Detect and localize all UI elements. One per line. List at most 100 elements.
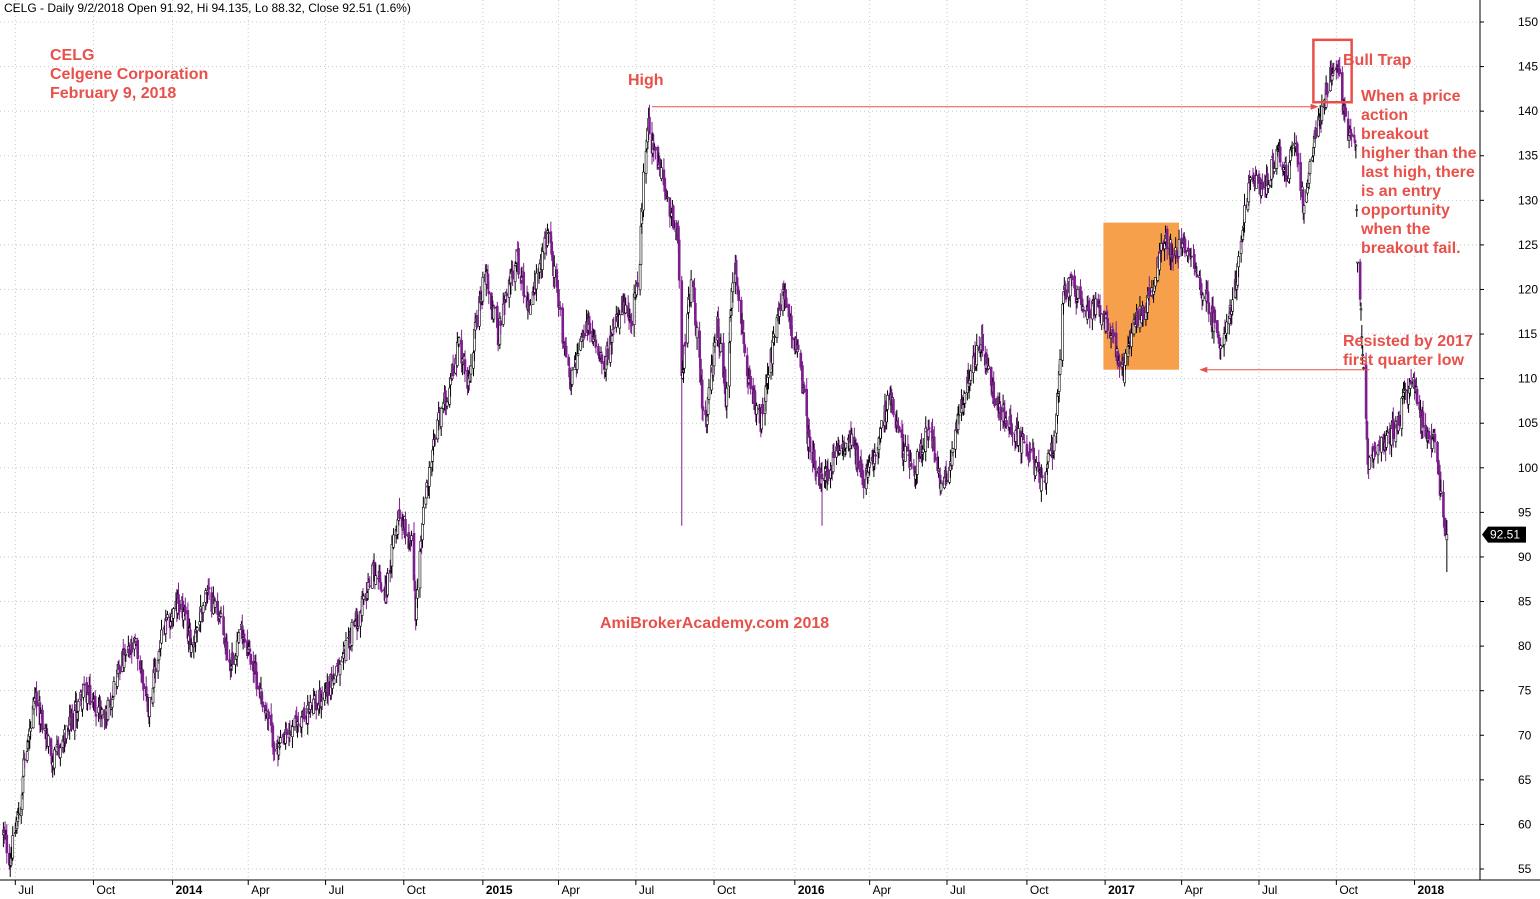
candle-body — [463, 359, 467, 372]
candle-body — [195, 627, 199, 632]
candle-body — [1022, 434, 1025, 439]
candle-body — [699, 358, 702, 383]
candle-body — [493, 306, 497, 309]
candle-body — [785, 297, 788, 308]
candle-body — [701, 406, 705, 411]
x-tick-label: Oct — [407, 883, 426, 897]
candle-body — [728, 317, 732, 342]
candle-body — [1296, 152, 1300, 165]
candle-body — [371, 564, 374, 589]
candle-body — [1085, 306, 1089, 320]
candle-body — [362, 595, 366, 600]
candle-body — [1368, 456, 1371, 470]
y-tick-label: 105 — [1518, 416, 1538, 430]
candle-body — [954, 429, 957, 450]
x-tick-label: 2016 — [798, 883, 825, 897]
candle-body — [424, 497, 428, 505]
candle-body — [745, 355, 749, 377]
candle-body — [790, 336, 794, 341]
y-tick-label: 95 — [1518, 505, 1532, 519]
candle-body — [47, 735, 50, 747]
candle-body — [243, 638, 247, 643]
resisted-label-line: Resisted by 2017 — [1343, 333, 1473, 350]
candle-body — [555, 269, 559, 288]
candle-body — [1153, 277, 1157, 287]
candle-body — [933, 453, 937, 461]
candle-body — [1362, 367, 1365, 369]
candle-body — [610, 335, 614, 343]
candle-body — [25, 751, 29, 761]
candle-body — [951, 448, 955, 453]
candle-body — [1436, 442, 1439, 463]
candle-body — [404, 518, 407, 537]
candle-body — [915, 451, 919, 475]
info-symbol: CELG — [50, 47, 94, 64]
candle-body — [1130, 332, 1133, 347]
candle-body — [511, 270, 514, 280]
candle-body — [492, 305, 496, 320]
candle-body — [564, 345, 568, 358]
candle-body — [648, 116, 651, 134]
candle-body — [898, 426, 901, 433]
candle-body — [576, 353, 580, 356]
candle-body — [1365, 421, 1369, 440]
candle-body — [451, 365, 455, 377]
candle-body — [76, 701, 80, 712]
candle-body — [644, 150, 648, 174]
candle-body — [261, 701, 264, 708]
candle-body — [1136, 310, 1139, 326]
candle-body — [386, 573, 389, 596]
candle-body — [551, 251, 554, 262]
candle-body — [1112, 332, 1115, 337]
candle-body — [157, 651, 161, 661]
candle-body — [308, 702, 312, 710]
candle-body — [1421, 411, 1425, 428]
y-tick-label: 145 — [1518, 60, 1538, 74]
candle-body — [418, 550, 422, 589]
candle-body — [136, 640, 140, 660]
candle-body — [993, 398, 996, 407]
candle-body — [1374, 451, 1377, 455]
candle-body — [350, 621, 354, 646]
candle-body — [1272, 168, 1276, 172]
x-tick-label: 2014 — [176, 883, 203, 897]
bull-trap-note-line: higher than the — [1361, 145, 1477, 162]
candle-body — [767, 374, 770, 378]
candle-body — [1132, 319, 1136, 335]
candle-body — [1165, 228, 1169, 250]
candle-body — [172, 608, 175, 619]
candle-body — [535, 272, 538, 290]
candle-body — [5, 834, 9, 854]
candle-body — [695, 327, 699, 339]
bull-trap-label: Bull Trap — [1343, 52, 1412, 69]
candle-body — [781, 289, 785, 312]
candle-body — [1431, 438, 1434, 449]
bull-trap-box — [1312, 38, 1353, 104]
candle-body — [1106, 318, 1109, 331]
candle-body — [29, 727, 32, 732]
candle-body — [593, 334, 597, 339]
candle-body — [82, 683, 86, 686]
candle-body — [1270, 159, 1274, 180]
y-tick-label: 120 — [1518, 282, 1538, 296]
candle-body — [1082, 309, 1086, 312]
candle-body — [421, 523, 424, 541]
ticker-header: CELG - Daily 9/2/2018 Open 91.92, Hi 94.… — [4, 1, 411, 15]
candle-body — [368, 585, 372, 587]
x-tick-label: 2018 — [1418, 883, 1445, 897]
candle-body — [1445, 534, 1449, 541]
candle-body — [886, 395, 889, 410]
candle-body — [1442, 491, 1445, 518]
candle-body — [231, 652, 235, 665]
candle-body — [178, 600, 181, 613]
y-tick-label: 55 — [1518, 862, 1532, 876]
annotation-lines — [652, 38, 1370, 373]
candle-body — [945, 480, 949, 482]
candle-body — [957, 414, 961, 417]
candle-body — [100, 709, 104, 716]
y-tick-label: 60 — [1518, 817, 1532, 831]
candle-body — [505, 293, 508, 297]
candle-body — [235, 640, 239, 657]
candle-body — [110, 698, 114, 708]
